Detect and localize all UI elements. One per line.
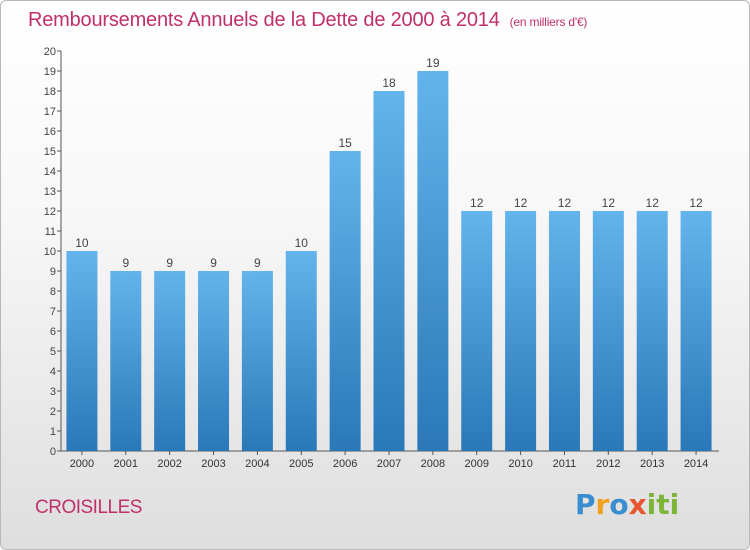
data-label: 12 [558, 196, 572, 210]
bar [505, 211, 537, 451]
data-label: 12 [689, 196, 703, 210]
data-label: 19 [426, 56, 440, 70]
x-tick-label: 2005 [289, 458, 313, 470]
y-tick-label: 9 [50, 266, 56, 278]
bar [110, 271, 142, 451]
x-tick-label: 2001 [114, 458, 138, 470]
y-tick-label: 6 [50, 326, 56, 338]
data-label: 12 [602, 196, 616, 210]
x-tick-label: 2010 [508, 458, 532, 470]
bar [285, 251, 317, 451]
bar [548, 211, 580, 451]
x-tick-label: 2013 [640, 458, 664, 470]
data-label: 10 [295, 236, 309, 250]
x-tick-label: 2012 [596, 458, 620, 470]
commune-name: CROISILLES [35, 497, 142, 518]
logo-letter: t [656, 488, 670, 521]
y-tick-label: 14 [44, 166, 56, 178]
y-tick-label: 17 [44, 106, 56, 118]
y-tick-label: 13 [44, 186, 56, 198]
data-label: 10 [75, 236, 89, 250]
x-tick-label: 2004 [245, 458, 269, 470]
data-label: 9 [210, 256, 217, 270]
y-tick-label: 15 [44, 146, 56, 158]
data-label: 12 [470, 196, 484, 210]
bar [636, 211, 668, 451]
data-label: 9 [166, 256, 173, 270]
bar [461, 211, 493, 451]
y-tick-label: 0 [50, 446, 56, 458]
data-label: 9 [122, 256, 129, 270]
y-tick-label: 12 [44, 206, 56, 218]
bar [329, 151, 361, 451]
logo-letter: i [669, 488, 680, 521]
data-label: 12 [514, 196, 528, 210]
x-tick-label: 2006 [333, 458, 357, 470]
x-tick-label: 2007 [377, 458, 401, 470]
bar [198, 271, 230, 451]
logo-letter: i [646, 488, 657, 521]
bar [66, 251, 98, 451]
y-tick-label: 1 [50, 426, 56, 438]
data-label: 18 [382, 76, 396, 90]
y-tick-label: 4 [50, 366, 56, 378]
bar [154, 271, 186, 451]
logo-letter: P [575, 488, 596, 521]
x-tick-label: 2009 [464, 458, 488, 470]
chart-title-text: Remboursements Annuels de la Dette de 20… [28, 9, 500, 31]
y-tick-label: 8 [50, 286, 56, 298]
x-tick-label: 2002 [157, 458, 181, 470]
y-tick-label: 5 [50, 346, 56, 358]
bar [592, 211, 624, 451]
data-label: 15 [338, 136, 352, 150]
y-tick-label: 20 [44, 46, 56, 58]
y-tick-label: 7 [50, 306, 56, 318]
bar [680, 211, 712, 451]
data-labels: 10 9 9 9 9 10 15 18 19 12 12 12 12 12 12 [75, 56, 703, 270]
y-tick-label: 16 [44, 126, 56, 138]
chart-subtitle: (en milliers d'€) [509, 15, 588, 29]
proxiti-logo: Proxiti [575, 488, 679, 521]
y-tick-label: 18 [44, 86, 56, 98]
logo-letter: o [609, 488, 629, 521]
y-tick-label: 19 [44, 66, 56, 78]
data-label: 12 [646, 196, 660, 210]
x-tick-label: 2008 [421, 458, 445, 470]
logo-letter: r [595, 488, 610, 521]
x-tick-label: 2014 [684, 458, 708, 470]
chart-title: Remboursements Annuels de la Dette de 20… [28, 9, 587, 32]
y-tick-label: 11 [45, 226, 56, 238]
bar [373, 91, 405, 451]
logo-letter: x [628, 488, 647, 521]
data-label: 9 [254, 256, 261, 270]
x-tick-label: 2000 [70, 458, 94, 470]
bar [241, 271, 273, 451]
y-tick-label: 2 [50, 406, 56, 418]
y-tick-label: 3 [50, 386, 56, 398]
x-tick-label: 2003 [201, 458, 225, 470]
x-tick-label: 2011 [553, 458, 577, 470]
bars [66, 71, 712, 451]
bar [417, 71, 449, 451]
y-tick-label: 10 [44, 246, 56, 258]
